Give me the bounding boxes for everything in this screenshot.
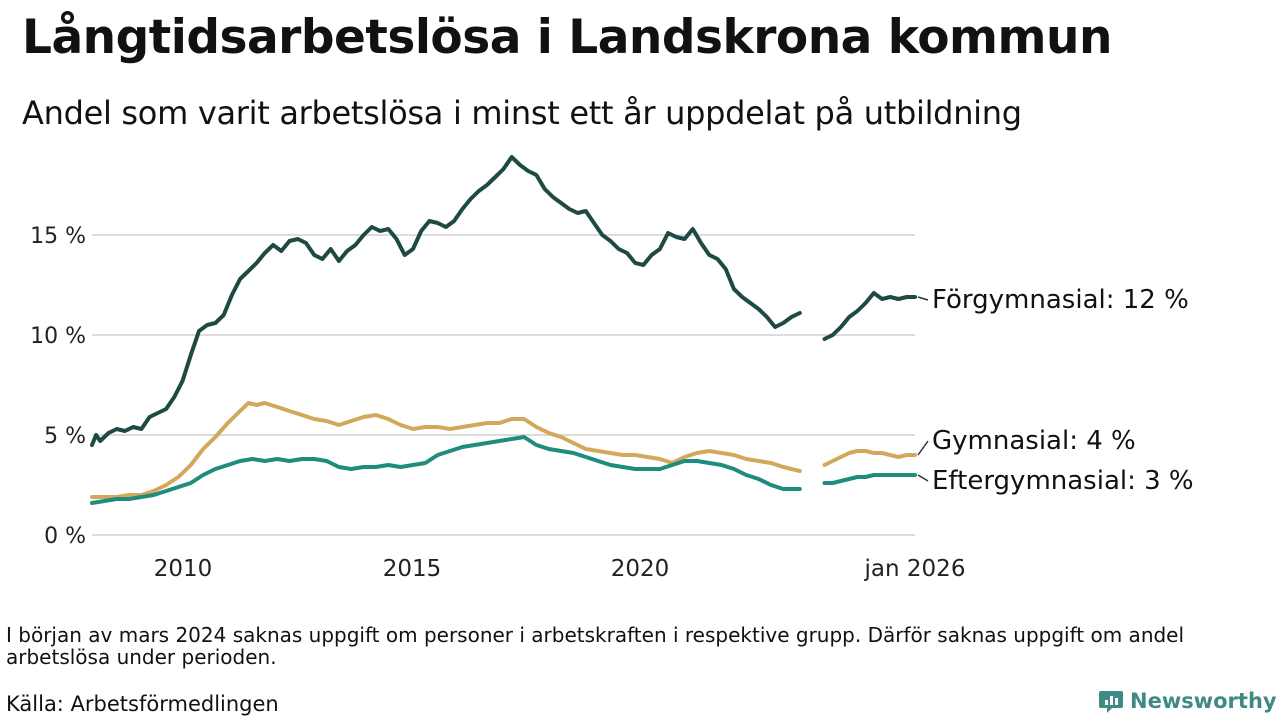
y-tick-label: 15 % bbox=[30, 224, 86, 249]
x-tick-label: 2015 bbox=[383, 556, 442, 582]
end-label-gymnasial: Gymnasial: 4 % bbox=[932, 426, 1136, 456]
label-connector bbox=[917, 440, 929, 456]
label-connector bbox=[917, 296, 929, 301]
series-line-gymnasial bbox=[822, 449, 917, 467]
series-line-eftergymnasial bbox=[822, 473, 917, 485]
x-tick-label: 2020 bbox=[611, 556, 670, 582]
grid-lines bbox=[92, 234, 915, 536]
end-label-förgymnasial: Förgymnasial: 12 % bbox=[932, 285, 1189, 315]
series-line-förgymnasial bbox=[90, 155, 802, 447]
brand-logo[interactable]: Newsworthy bbox=[1098, 688, 1277, 714]
y-axis: 0 % 5 % 10 % 15 % bbox=[30, 224, 86, 549]
label-connector bbox=[917, 474, 929, 482]
y-tick-label: 5 % bbox=[44, 424, 86, 449]
source-note: Källa: Arbetsförmedlingen bbox=[6, 692, 279, 716]
chart-subtitle: Andel som varit arbetslösa i minst ett å… bbox=[22, 94, 1022, 132]
end-label-eftergymnasial: Eftergymnasial: 3 % bbox=[932, 466, 1194, 496]
chart-title: Långtidsarbetslösa i Landskrona kommun bbox=[22, 10, 1112, 65]
y-tick-label: 0 % bbox=[44, 524, 86, 549]
x-axis: 2010 2015 2020 jan 2026 bbox=[154, 556, 966, 582]
series-line-eftergymnasial bbox=[90, 435, 802, 505]
series-line-förgymnasial bbox=[822, 291, 917, 341]
newsworthy-logo-icon bbox=[1099, 691, 1123, 713]
end-labels: Förgymnasial: 12 % Gymnasial: 4 % Eftergym… bbox=[917, 285, 1194, 496]
brand-name: Newsworthy bbox=[1130, 689, 1277, 713]
series-lines bbox=[90, 155, 917, 505]
footnote: I början av mars 2024 saknas uppgift om … bbox=[6, 623, 1185, 669]
y-tick-label: 10 % bbox=[30, 324, 86, 349]
x-tick-label: 2010 bbox=[154, 556, 213, 582]
x-tick-label: jan 2026 bbox=[864, 556, 966, 582]
series-line-gymnasial bbox=[90, 401, 802, 499]
